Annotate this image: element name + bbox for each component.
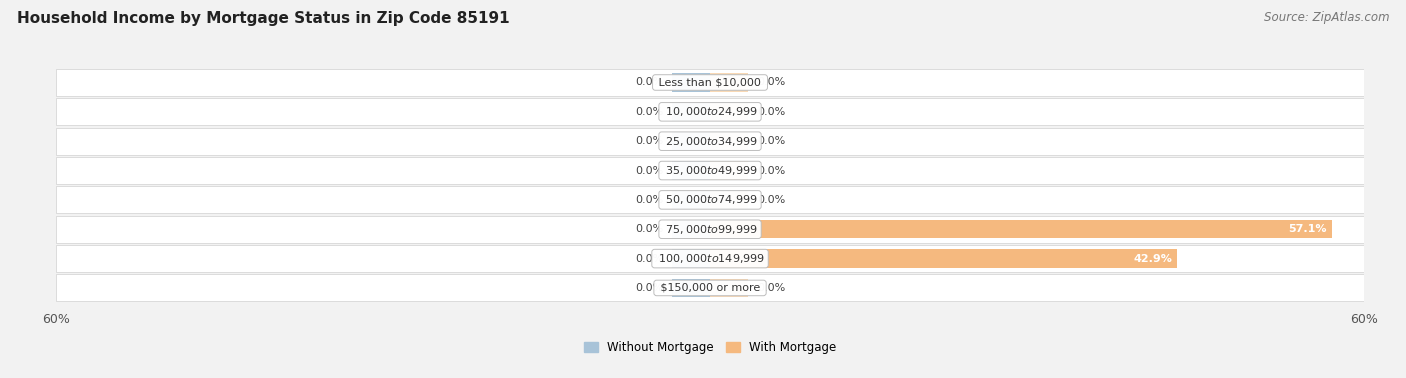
Bar: [710, 279, 748, 297]
Text: $35,000 to $49,999: $35,000 to $49,999: [662, 164, 758, 177]
Text: 57.1%: 57.1%: [1288, 224, 1327, 234]
Bar: [672, 249, 710, 268]
Text: 0.0%: 0.0%: [636, 107, 664, 117]
Bar: [710, 220, 1333, 239]
Text: $25,000 to $34,999: $25,000 to $34,999: [662, 135, 758, 148]
Bar: [672, 132, 710, 150]
Text: 0.0%: 0.0%: [636, 136, 664, 146]
Text: 0.0%: 0.0%: [636, 195, 664, 205]
Bar: [710, 73, 748, 91]
Text: $75,000 to $99,999: $75,000 to $99,999: [662, 223, 758, 236]
Text: $50,000 to $74,999: $50,000 to $74,999: [662, 194, 758, 206]
Bar: [710, 249, 1177, 268]
Bar: [672, 279, 710, 297]
Text: 0.0%: 0.0%: [756, 283, 785, 293]
Text: 0.0%: 0.0%: [636, 77, 664, 87]
Text: 0.0%: 0.0%: [756, 77, 785, 87]
Bar: [672, 73, 710, 91]
Text: 0.0%: 0.0%: [756, 136, 785, 146]
Text: Source: ZipAtlas.com: Source: ZipAtlas.com: [1264, 11, 1389, 24]
Bar: [672, 191, 710, 209]
Bar: [710, 161, 748, 180]
Bar: [56, 216, 1364, 243]
Bar: [710, 132, 748, 150]
Bar: [672, 103, 710, 121]
Text: 0.0%: 0.0%: [636, 283, 664, 293]
Bar: [56, 245, 1364, 272]
Bar: [672, 220, 710, 239]
Bar: [710, 103, 748, 121]
Text: 0.0%: 0.0%: [756, 166, 785, 175]
Text: Less than $10,000: Less than $10,000: [655, 77, 765, 87]
Text: $100,000 to $149,999: $100,000 to $149,999: [655, 252, 765, 265]
Text: 0.0%: 0.0%: [636, 224, 664, 234]
Text: 42.9%: 42.9%: [1133, 254, 1173, 263]
Bar: [56, 274, 1364, 301]
Bar: [56, 69, 1364, 96]
Bar: [710, 191, 748, 209]
Bar: [56, 186, 1364, 214]
Text: $150,000 or more: $150,000 or more: [657, 283, 763, 293]
Bar: [56, 98, 1364, 125]
Bar: [56, 128, 1364, 155]
Bar: [672, 161, 710, 180]
Bar: [56, 157, 1364, 184]
Text: Household Income by Mortgage Status in Zip Code 85191: Household Income by Mortgage Status in Z…: [17, 11, 509, 26]
Text: 0.0%: 0.0%: [756, 107, 785, 117]
Text: $10,000 to $24,999: $10,000 to $24,999: [662, 105, 758, 118]
Legend: Without Mortgage, With Mortgage: Without Mortgage, With Mortgage: [579, 336, 841, 359]
Text: 0.0%: 0.0%: [636, 254, 664, 263]
Text: 0.0%: 0.0%: [756, 195, 785, 205]
Text: 0.0%: 0.0%: [636, 166, 664, 175]
